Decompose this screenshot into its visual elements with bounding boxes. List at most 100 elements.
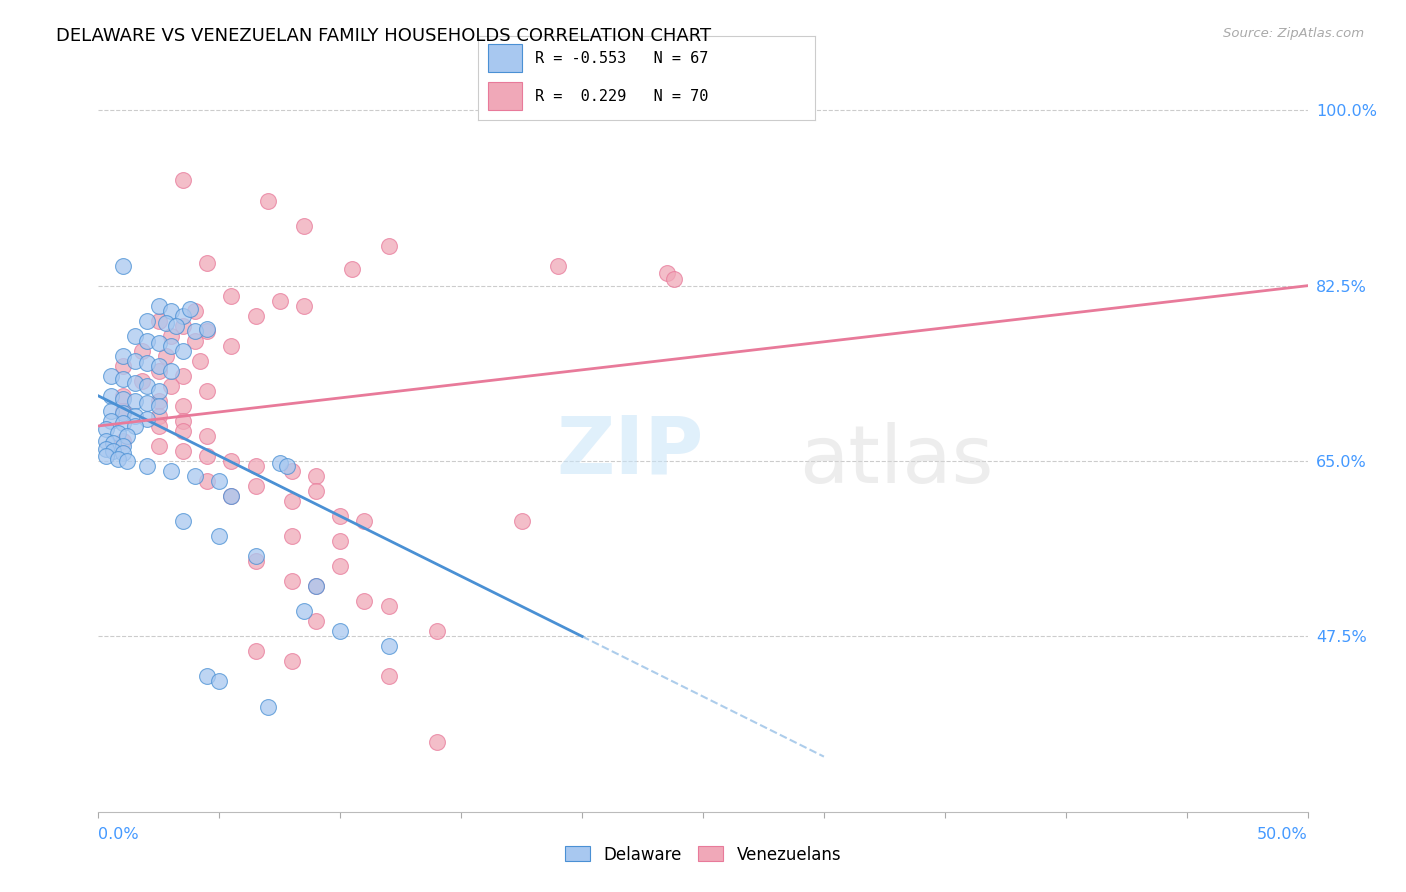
Point — [148, 299, 170, 313]
Point — [155, 316, 177, 330]
Point — [111, 446, 134, 460]
Text: DELAWARE VS VENEZUELAN FAMILY HOUSEHOLDS CORRELATION CHART: DELAWARE VS VENEZUELAN FAMILY HOUSEHOLDS… — [56, 27, 711, 45]
Point — [148, 364, 170, 378]
Point — [172, 444, 194, 458]
Point — [131, 343, 153, 358]
Point — [111, 359, 134, 373]
Point — [245, 644, 267, 658]
Point — [256, 194, 278, 208]
Point — [329, 624, 352, 639]
Point — [111, 404, 134, 418]
Point — [208, 529, 231, 543]
Bar — [488, 82, 522, 111]
Point — [148, 359, 170, 373]
Point — [221, 339, 243, 353]
Point — [281, 655, 304, 669]
Point — [148, 393, 170, 408]
Point — [305, 579, 328, 593]
Text: 0.0%: 0.0% — [98, 827, 139, 842]
Point — [135, 396, 157, 410]
Point — [148, 439, 170, 453]
Text: Source: ZipAtlas.com: Source: ZipAtlas.com — [1223, 27, 1364, 40]
Point — [305, 615, 328, 629]
Point — [172, 309, 194, 323]
Point — [155, 349, 177, 363]
Point — [117, 454, 139, 468]
Point — [195, 255, 218, 269]
Point — [377, 599, 399, 614]
Point — [353, 514, 375, 528]
Point — [269, 293, 291, 308]
Point — [276, 458, 298, 473]
Point — [111, 434, 134, 448]
Point — [124, 419, 146, 434]
Point — [100, 414, 122, 428]
Point — [281, 494, 304, 508]
Point — [107, 452, 129, 467]
Point — [111, 392, 134, 406]
Point — [100, 368, 122, 383]
Point — [281, 574, 304, 589]
Point — [655, 266, 678, 280]
Point — [101, 436, 124, 450]
Point — [94, 449, 117, 463]
Point — [160, 328, 183, 343]
Point — [245, 309, 267, 323]
Point — [101, 444, 124, 458]
Point — [426, 624, 449, 639]
Point — [94, 422, 117, 436]
Point — [245, 554, 267, 568]
Point — [124, 376, 146, 390]
Point — [160, 303, 183, 318]
Point — [184, 324, 207, 338]
Point — [184, 303, 207, 318]
Point — [208, 674, 231, 689]
Point — [245, 479, 267, 493]
Point — [172, 343, 194, 358]
Point — [342, 261, 364, 276]
Point — [377, 640, 399, 654]
Legend: Delaware, Venezuelans: Delaware, Venezuelans — [558, 839, 848, 871]
Point — [329, 534, 352, 549]
Point — [135, 356, 157, 370]
Point — [208, 474, 231, 488]
Point — [111, 349, 134, 363]
Point — [148, 335, 170, 350]
Text: atlas: atlas — [799, 422, 994, 500]
Point — [172, 173, 194, 187]
Point — [107, 425, 129, 440]
Point — [426, 734, 449, 748]
Point — [165, 318, 187, 333]
Point — [221, 489, 243, 503]
Point — [245, 549, 267, 564]
Point — [160, 379, 183, 393]
Point — [117, 429, 139, 443]
Point — [305, 484, 328, 499]
Point — [195, 322, 218, 336]
Point — [292, 219, 315, 233]
Point — [135, 458, 157, 473]
Point — [148, 409, 170, 423]
Point — [292, 299, 315, 313]
Point — [100, 404, 122, 418]
Point — [172, 368, 194, 383]
Point — [269, 456, 291, 470]
Point — [172, 514, 194, 528]
Point — [160, 464, 183, 478]
Point — [305, 579, 328, 593]
Point — [135, 379, 157, 393]
Point — [172, 414, 194, 428]
Point — [195, 324, 218, 338]
Point — [111, 259, 134, 273]
Point — [353, 594, 375, 608]
Point — [135, 314, 157, 328]
Point — [510, 514, 533, 528]
Point — [184, 334, 207, 348]
Point — [172, 424, 194, 438]
Point — [172, 399, 194, 413]
Point — [256, 699, 278, 714]
Text: R =  0.229   N = 70: R = 0.229 N = 70 — [536, 89, 709, 103]
Point — [148, 399, 170, 413]
Text: R = -0.553   N = 67: R = -0.553 N = 67 — [536, 51, 709, 66]
Point — [124, 393, 146, 408]
